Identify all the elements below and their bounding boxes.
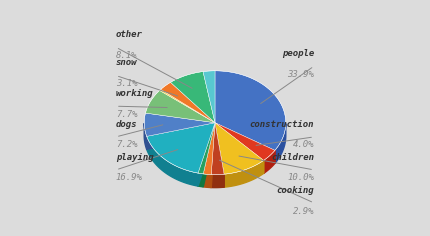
Polygon shape [211, 123, 215, 188]
Polygon shape [171, 72, 215, 123]
Polygon shape [211, 123, 215, 188]
Polygon shape [215, 123, 264, 173]
Polygon shape [203, 123, 215, 187]
Polygon shape [215, 123, 264, 173]
Polygon shape [147, 136, 198, 186]
Polygon shape [145, 90, 215, 123]
Polygon shape [211, 123, 224, 175]
Polygon shape [215, 123, 264, 174]
Polygon shape [215, 123, 275, 163]
Text: 8.1%: 8.1% [116, 51, 137, 60]
Polygon shape [203, 123, 215, 175]
Polygon shape [161, 82, 215, 123]
Polygon shape [215, 123, 275, 163]
Text: 3.1%: 3.1% [116, 79, 137, 88]
Polygon shape [198, 123, 215, 186]
Polygon shape [198, 173, 203, 187]
Text: 7.7%: 7.7% [116, 110, 137, 119]
Polygon shape [198, 123, 215, 174]
Text: construction: construction [250, 120, 314, 129]
Polygon shape [224, 160, 264, 187]
Polygon shape [147, 123, 215, 149]
Text: cooking: cooking [276, 186, 314, 195]
Polygon shape [203, 174, 211, 188]
Polygon shape [144, 123, 147, 149]
Polygon shape [160, 89, 215, 123]
Text: playing: playing [116, 153, 154, 162]
Text: people: people [282, 49, 314, 58]
Polygon shape [198, 123, 215, 186]
Polygon shape [211, 174, 224, 188]
Polygon shape [147, 123, 215, 149]
Polygon shape [203, 123, 215, 187]
Text: 33.9%: 33.9% [287, 70, 314, 79]
Text: 2.9%: 2.9% [293, 206, 314, 215]
Text: 16.9%: 16.9% [116, 173, 143, 182]
Polygon shape [203, 71, 215, 123]
Text: children: children [271, 153, 314, 162]
Text: other: other [116, 30, 143, 39]
Text: 10.0%: 10.0% [287, 173, 314, 182]
Polygon shape [215, 123, 224, 187]
Polygon shape [215, 71, 286, 150]
Text: snow: snow [116, 58, 137, 67]
Polygon shape [147, 123, 215, 173]
Polygon shape [215, 123, 224, 187]
Text: 4.0%: 4.0% [293, 140, 314, 149]
Polygon shape [144, 113, 215, 136]
Text: dogs: dogs [116, 120, 137, 129]
Polygon shape [215, 123, 275, 160]
Polygon shape [264, 150, 275, 173]
Text: 7.2%: 7.2% [116, 140, 137, 149]
Polygon shape [275, 123, 286, 163]
Text: working: working [116, 89, 154, 98]
